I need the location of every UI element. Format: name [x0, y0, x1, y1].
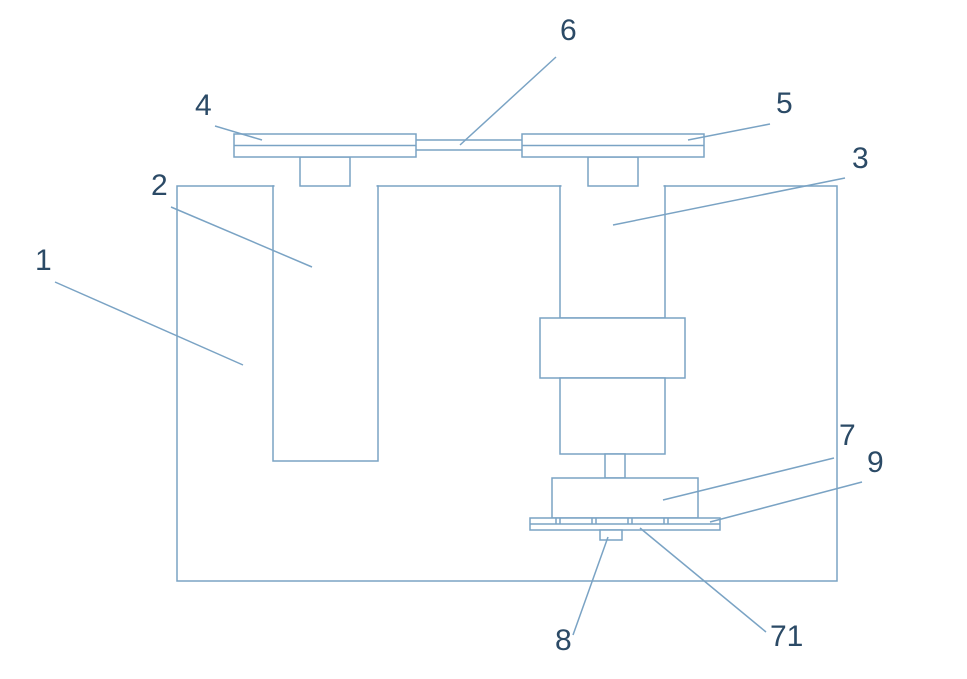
label-9: 9 — [867, 446, 884, 479]
right-column-mid — [540, 318, 685, 378]
label-1: 1 — [35, 244, 52, 277]
right-shaft-bottom — [605, 454, 625, 478]
label-3: 3 — [852, 142, 869, 175]
leader-6 — [460, 57, 556, 145]
diagram-canvas: 1 2 3 4 5 6 7 8 9 71 — [0, 0, 967, 679]
label-71: 71 — [770, 620, 803, 653]
label-8: 8 — [555, 624, 572, 657]
label-4: 4 — [195, 89, 212, 122]
leader-5 — [688, 124, 770, 140]
right-shaft-top — [588, 157, 638, 186]
left-shaft-top — [300, 157, 350, 186]
left-column — [273, 186, 378, 461]
base-block — [552, 478, 698, 518]
right-column-lower — [560, 378, 665, 454]
label-6: 6 — [560, 14, 577, 47]
right-column-upper — [560, 186, 665, 318]
label-7: 7 — [839, 419, 856, 452]
foot — [600, 530, 622, 540]
label-5: 5 — [776, 87, 793, 120]
label-2: 2 — [151, 169, 168, 202]
